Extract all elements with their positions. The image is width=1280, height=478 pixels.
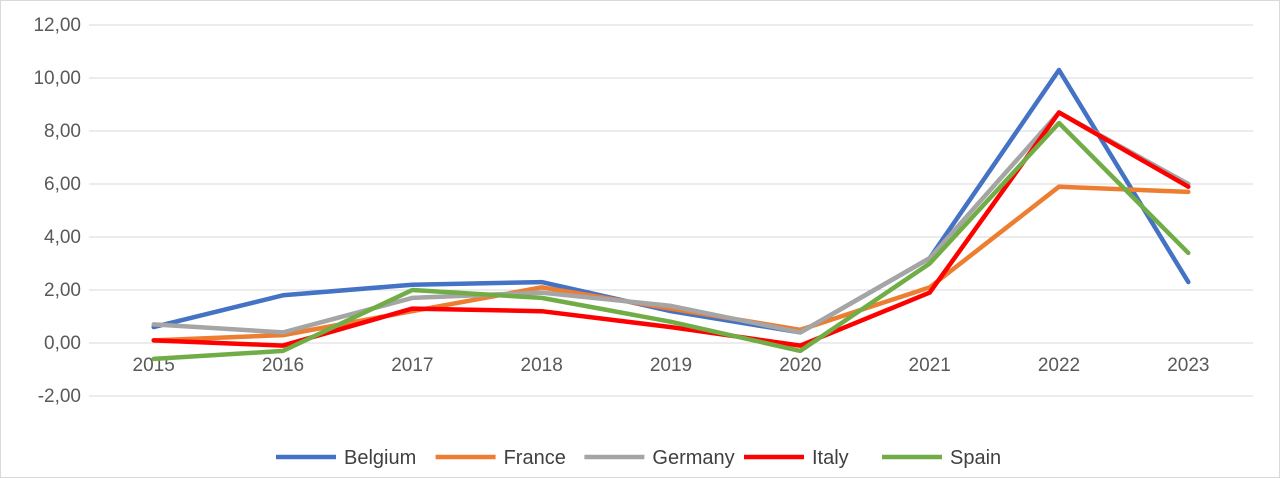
y-tick-label: 0,00: [44, 333, 81, 354]
x-tick-label: 2020: [779, 355, 821, 376]
y-axis-tick-labels: -2,00 0,00 2,00 4,00 6,00 8,00 10,00 12,00: [33, 15, 81, 407]
legend: Belgium France Germany Italy Spain: [276, 447, 1001, 469]
legend-label-germany: Germany: [652, 447, 734, 469]
x-tick-label: 2018: [521, 355, 563, 376]
y-tick-label: 8,00: [44, 121, 81, 142]
y-tick-label: 12,00: [33, 15, 81, 36]
y-tick-label: -2,00: [38, 386, 81, 407]
y-tick-label: 2,00: [44, 280, 81, 301]
x-tick-label: 2023: [1167, 355, 1209, 376]
y-tick-label: 10,00: [33, 68, 81, 89]
y-tick-label: 4,00: [44, 227, 81, 248]
legend-label-france: France: [504, 447, 566, 469]
series-lines: [151, 67, 1191, 362]
gridlines: [89, 24, 1253, 397]
y-tick-label: 6,00: [44, 174, 81, 195]
x-axis-tick-labels: 2015 2016 2017 2018 2019 2020 2021 2022 2023: [133, 355, 1210, 376]
series-line-germany: [151, 110, 1191, 335]
series-line-france: [151, 184, 1191, 343]
legend-label-belgium: Belgium: [344, 447, 416, 469]
x-tick-label: 2019: [650, 355, 692, 376]
series-line-spain: [151, 120, 1191, 362]
legend-label-italy: Italy: [812, 447, 849, 469]
x-tick-label: 2016: [262, 355, 304, 376]
series-line-belgium: [151, 67, 1191, 335]
x-tick-label: 2022: [1038, 355, 1080, 376]
x-tick-label: 2021: [909, 355, 951, 376]
x-tick-label: 2017: [391, 355, 433, 376]
legend-label-spain: Spain: [950, 447, 1001, 469]
